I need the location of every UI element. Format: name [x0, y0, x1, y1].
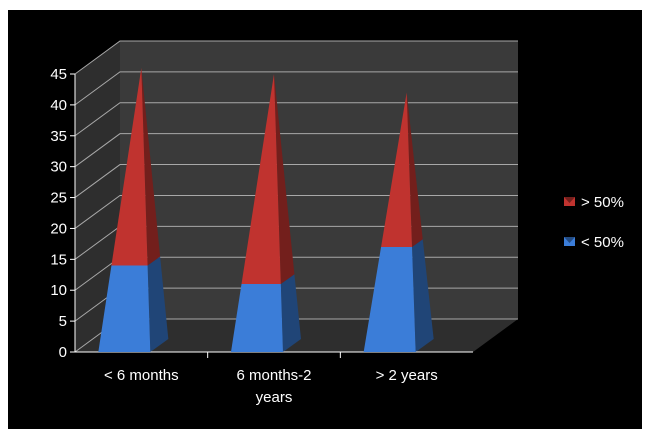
x-tick-label: years [256, 389, 293, 406]
bar-segment-lower-side [280, 274, 301, 352]
y-tick-label: 30 [50, 159, 67, 176]
chart-svg: 0 5 10 15 20 25 30 35 40 45 < 6 months 6 months-2 ye… [50, 40, 624, 406]
bar-segment-upper [381, 92, 413, 247]
gridline [74, 71, 518, 106]
gridline [74, 133, 518, 168]
bar-segment-upper [111, 67, 148, 266]
y-tick-label: 45 [50, 66, 67, 83]
legend-swatch-shade [564, 237, 575, 243]
y-tick-label: 20 [50, 220, 67, 237]
bar-segment-lower-side [412, 239, 434, 352]
bar-segment-lower [363, 246, 416, 352]
y-tick-label: 40 [50, 97, 67, 114]
gridline [74, 102, 518, 137]
legend-label: < 50% [581, 234, 624, 251]
bar-segment-upper-side [141, 67, 161, 266]
gridline [74, 194, 518, 229]
gridline [74, 40, 518, 75]
bar-segment-upper [241, 74, 281, 285]
bar-segment-lower-side [147, 256, 169, 352]
y-tick-label: 10 [50, 282, 67, 299]
bar-segment-lower [98, 265, 151, 352]
legend-label: > 50% [581, 194, 624, 211]
bar-segment-upper-side [406, 92, 423, 247]
x-tick-label: < 6 months [104, 367, 179, 384]
y-tick-label: 5 [59, 313, 67, 330]
y-tick-label: 15 [50, 251, 67, 268]
legend-swatch-shade [564, 197, 575, 203]
bar-segment-lower [231, 284, 283, 352]
bar-segment-upper-side [274, 74, 295, 285]
back-wall [120, 41, 518, 319]
x-tick-label: 6 months-2 [236, 367, 311, 384]
y-tick-label: 0 [59, 344, 67, 361]
x-tick-label: > 2 years [376, 367, 438, 384]
y-tick-label: 25 [50, 190, 67, 207]
chart-area: 0 5 10 15 20 25 30 35 40 45 < 6 months 6 months-2 ye… [8, 10, 642, 429]
gridline [74, 164, 518, 198]
side-wall [75, 41, 120, 352]
y-tick-label: 35 [50, 128, 67, 145]
